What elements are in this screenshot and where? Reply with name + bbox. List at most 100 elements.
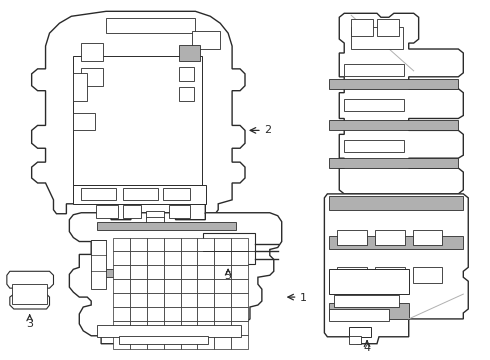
Text: 3: 3 <box>25 319 33 329</box>
Bar <box>329 309 389 321</box>
Bar <box>113 321 130 335</box>
Bar <box>169 205 191 218</box>
Bar <box>231 293 248 307</box>
Bar <box>91 239 106 289</box>
Bar <box>180 321 197 335</box>
Bar <box>164 238 180 251</box>
Bar <box>113 279 130 293</box>
Bar <box>180 251 197 265</box>
Bar <box>344 140 404 152</box>
Bar <box>147 251 164 265</box>
Bar <box>214 251 231 265</box>
Bar <box>113 265 130 279</box>
Bar <box>337 230 367 246</box>
Bar <box>231 335 248 349</box>
Bar <box>147 335 164 349</box>
Bar <box>231 321 248 335</box>
Bar <box>146 217 164 224</box>
Bar <box>74 113 95 130</box>
Bar <box>12 284 47 304</box>
Bar <box>81 68 103 86</box>
Bar <box>231 238 248 251</box>
Bar <box>147 307 164 321</box>
Text: 4: 4 <box>363 343 370 353</box>
Bar <box>147 321 164 335</box>
Text: 2: 2 <box>264 125 271 135</box>
Bar <box>329 235 464 249</box>
Bar <box>123 188 158 200</box>
Bar <box>113 307 130 321</box>
Bar <box>130 293 147 307</box>
Bar <box>178 87 195 100</box>
Bar <box>329 121 458 130</box>
Bar <box>147 238 164 251</box>
Bar <box>214 238 231 251</box>
Bar <box>197 293 214 307</box>
Bar <box>147 265 164 279</box>
Bar <box>197 279 214 293</box>
Bar <box>349 327 371 337</box>
Bar <box>113 251 130 265</box>
Bar <box>178 67 195 81</box>
Bar <box>147 293 164 307</box>
Bar <box>164 265 180 279</box>
Bar <box>377 19 399 36</box>
Bar <box>147 279 164 293</box>
Bar <box>349 336 361 344</box>
Polygon shape <box>32 11 245 214</box>
Bar <box>74 185 206 204</box>
Bar <box>163 188 191 200</box>
Bar <box>231 279 248 293</box>
Bar <box>123 205 141 218</box>
Bar <box>329 158 458 168</box>
Bar <box>337 267 367 283</box>
Bar <box>413 267 442 283</box>
Bar <box>130 238 147 251</box>
Bar <box>231 307 248 321</box>
Bar <box>113 238 130 251</box>
Bar <box>130 251 147 265</box>
Polygon shape <box>339 13 464 194</box>
Bar <box>97 325 241 337</box>
Bar <box>164 279 180 293</box>
Bar <box>344 99 404 111</box>
Bar <box>344 64 404 76</box>
Bar <box>96 205 118 218</box>
Bar <box>164 321 180 335</box>
Bar <box>375 230 405 246</box>
Bar <box>74 73 87 100</box>
Bar <box>231 265 248 279</box>
Bar <box>197 335 214 349</box>
Bar <box>81 43 103 61</box>
Bar <box>97 222 236 230</box>
Bar <box>334 295 399 307</box>
Bar <box>203 233 255 264</box>
Bar <box>375 267 405 283</box>
Bar <box>180 307 197 321</box>
Bar <box>197 251 214 265</box>
Bar <box>193 31 220 49</box>
Bar <box>113 293 130 307</box>
Polygon shape <box>324 194 468 344</box>
Bar <box>164 307 180 321</box>
Bar <box>164 251 180 265</box>
Bar <box>130 279 147 293</box>
Bar <box>180 293 197 307</box>
Bar <box>197 265 214 279</box>
Bar <box>180 265 197 279</box>
Bar <box>413 230 442 246</box>
Bar <box>329 269 409 294</box>
Bar <box>214 293 231 307</box>
Bar <box>214 307 231 321</box>
Bar <box>180 335 197 349</box>
Bar <box>130 265 147 279</box>
Bar <box>214 265 231 279</box>
Bar <box>180 279 197 293</box>
Bar <box>130 321 147 335</box>
Bar <box>119 336 208 344</box>
Bar <box>197 321 214 335</box>
Bar <box>106 18 196 33</box>
Polygon shape <box>70 213 282 344</box>
Bar <box>130 307 147 321</box>
Bar <box>113 335 130 349</box>
